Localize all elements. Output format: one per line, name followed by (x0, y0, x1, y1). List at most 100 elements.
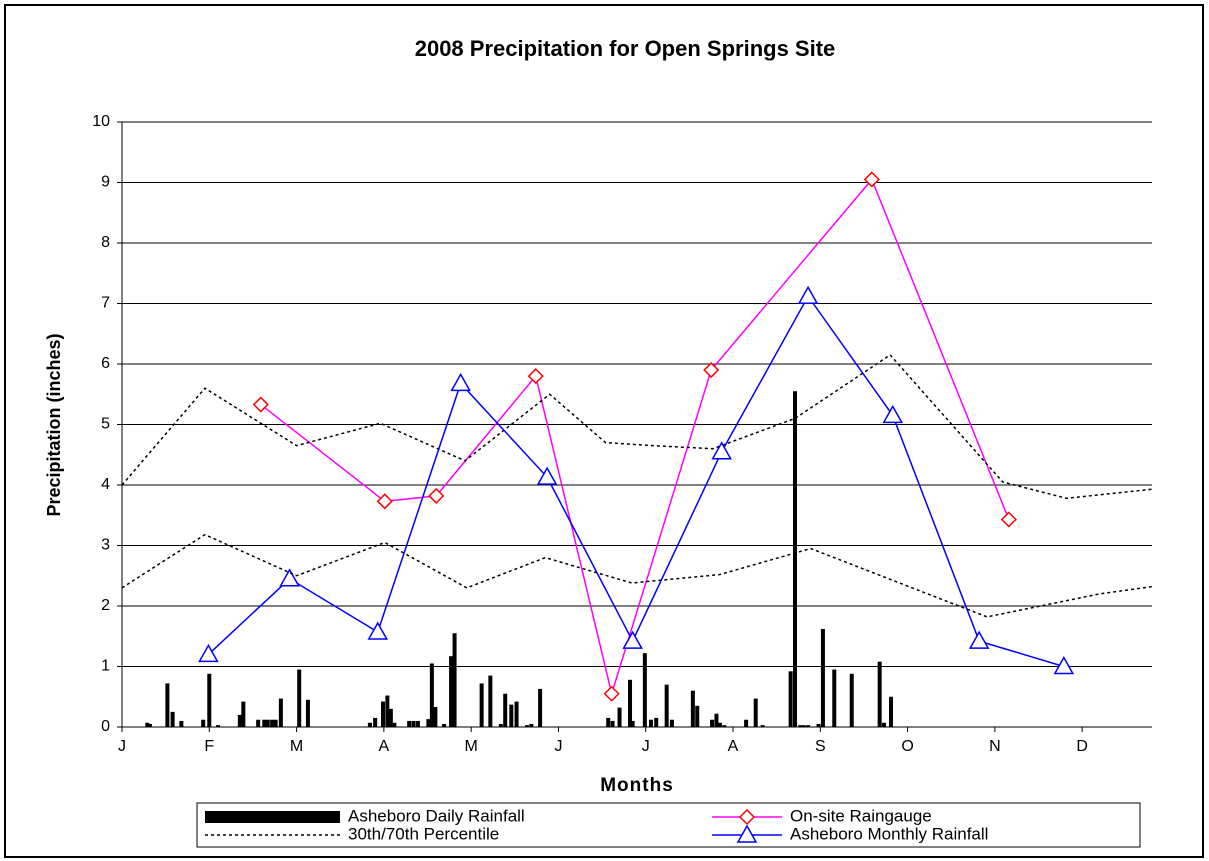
bar (488, 675, 493, 727)
bar (514, 701, 519, 727)
bar (877, 661, 882, 727)
x-tick-label: J (642, 738, 650, 755)
y-tick-label: 5 (101, 416, 110, 433)
y-axis-label: Precipitation (inches) (44, 333, 64, 516)
y-tick-label: 8 (101, 234, 110, 251)
y-tick-label: 4 (101, 476, 110, 493)
bar (297, 669, 302, 727)
bar (832, 669, 837, 727)
series-line (260, 178, 1010, 697)
bar (367, 722, 372, 727)
bar (165, 683, 170, 727)
bar (479, 683, 484, 727)
bar (241, 701, 246, 727)
legend-label: On-site Raingauge (790, 806, 932, 825)
bar (606, 717, 611, 727)
x-tick-label: O (901, 738, 913, 755)
bar (642, 653, 647, 727)
bar (760, 725, 765, 727)
bar (503, 693, 508, 727)
diamond-marker (252, 396, 269, 413)
x-tick-label: S (815, 738, 826, 755)
bar (529, 723, 534, 727)
legend-label: Asheboro Monthly Rainfall (790, 824, 988, 843)
bar (788, 671, 793, 727)
legend-label: 30th/70th Percentile (348, 824, 499, 843)
diamond-marker (603, 685, 620, 702)
triangle-marker (367, 621, 389, 640)
bar (717, 722, 722, 727)
legend-marker (736, 824, 758, 843)
triangle-marker (882, 404, 904, 424)
bar (262, 719, 267, 727)
bar (265, 719, 270, 727)
triangle-marker (536, 466, 558, 485)
bar (385, 695, 390, 727)
triangle-marker (797, 285, 819, 304)
y-tick-label: 1 (101, 658, 110, 675)
y-tick-label: 9 (101, 174, 110, 191)
bar (392, 722, 397, 727)
bar (147, 723, 152, 727)
triangle-marker (622, 630, 643, 649)
bar (145, 722, 150, 727)
x-axis-label: Months (600, 775, 674, 796)
bar (442, 723, 447, 727)
bar (664, 684, 669, 727)
legend-box (196, 802, 1141, 848)
diamond-marker (703, 361, 720, 379)
diamond-marker (428, 487, 445, 504)
bar (654, 717, 659, 727)
bar (816, 723, 821, 727)
bar (882, 722, 887, 727)
triangle-marker (279, 568, 300, 587)
legend-label: Asheboro Daily Rainfall (348, 806, 525, 825)
bar (849, 673, 854, 727)
bar (216, 725, 221, 727)
bar (278, 698, 283, 727)
triangle-marker (450, 372, 471, 392)
x-tick-label: M (464, 738, 477, 755)
triangle-marker (711, 441, 732, 460)
bar (273, 719, 278, 727)
chart-title: 2008 Precipitation for Open Springs Site (415, 36, 836, 61)
diamond-marker (527, 368, 544, 385)
bar (792, 391, 797, 727)
x-tick-label: J (118, 738, 126, 755)
x-tick-label: A (379, 738, 390, 755)
bar (179, 720, 184, 727)
triangle-marker (1053, 655, 1075, 675)
bar (744, 719, 749, 727)
bar (806, 725, 811, 727)
y-tick-label: 6 (101, 355, 110, 372)
bar (710, 719, 715, 727)
bar (452, 633, 457, 727)
bar (714, 713, 719, 727)
bar (610, 720, 615, 727)
bar (628, 679, 633, 727)
y-tick-label: 3 (101, 537, 110, 554)
bar (690, 690, 695, 727)
x-tick-label: A (728, 738, 739, 755)
triangle-marker (198, 643, 219, 663)
bar (538, 688, 543, 727)
bar (669, 719, 674, 727)
bar (270, 719, 275, 727)
bar (256, 719, 261, 727)
bar (498, 723, 503, 727)
bar (207, 673, 212, 727)
bar (753, 698, 758, 727)
x-tick-label: N (989, 738, 1001, 755)
bar (433, 707, 438, 727)
legend-marker (738, 808, 756, 826)
bar (411, 720, 416, 727)
bar (509, 704, 514, 727)
bar (407, 720, 412, 727)
bar (170, 711, 175, 727)
bar (889, 696, 894, 727)
bar (630, 720, 635, 727)
bar (801, 725, 806, 727)
bar (429, 663, 434, 727)
series-line (121, 353, 1153, 500)
x-tick-label: F (204, 738, 214, 755)
